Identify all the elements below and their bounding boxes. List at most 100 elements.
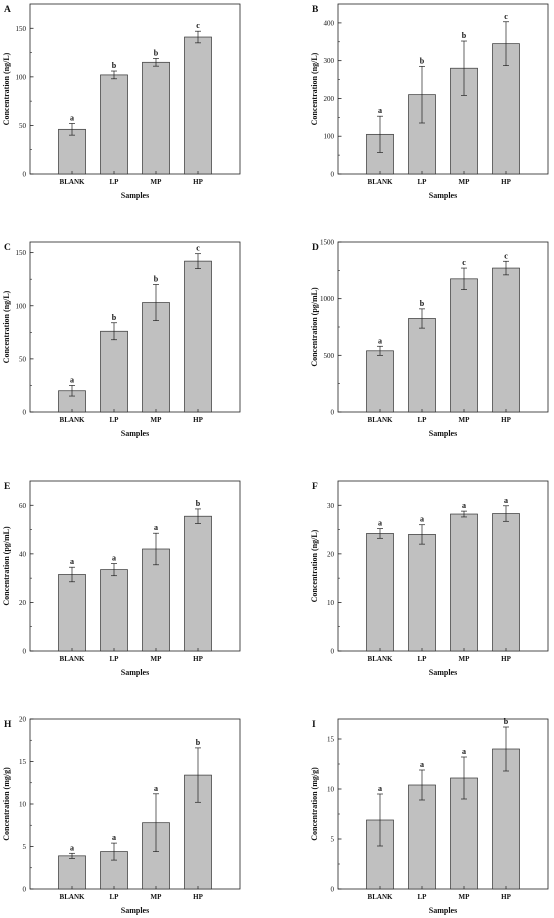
x-tick-label: LP [418, 416, 428, 424]
significance-label: b [504, 717, 509, 726]
bar [100, 330, 128, 413]
x-tick-label: HP [501, 893, 511, 901]
x-tick-label: HP [193, 893, 203, 901]
panel-label: H [4, 720, 12, 730]
y-tick-label: 15 [19, 758, 27, 766]
x-tick-label: MP [459, 416, 471, 424]
significance-label: a [420, 760, 424, 769]
y-tick-label: 1000 [320, 295, 335, 303]
y-tick-label: 0 [23, 886, 27, 894]
bar [492, 513, 520, 652]
chart-panel-h: H 0 5 10 15 20 Concentration (mg/g) a BLANK a LP a M… [2, 716, 241, 915]
y-axis-label: Concentration (mg/g) [310, 767, 319, 841]
y-axis-label: Concentration (pg/mL) [2, 526, 11, 606]
bar [184, 260, 212, 413]
significance-label: c [196, 244, 200, 253]
y-axis-label: Concentration (ng/L) [2, 290, 11, 363]
y-tick-label: 0 [331, 171, 335, 179]
significance-label: a [504, 496, 508, 505]
significance-label: a [70, 375, 74, 384]
significance-label: b [196, 499, 201, 508]
plot-frame [29, 480, 241, 652]
significance-label: a [112, 833, 116, 842]
x-tick-label: HP [193, 416, 203, 424]
chart-panel-b: B 0 100 200 300 400 Concentration (ng/L) a BLANK… [310, 3, 549, 200]
y-tick-label: 5 [23, 843, 27, 851]
plot-frame [337, 480, 549, 652]
x-tick-label: MP [459, 178, 471, 186]
chart-panel-f: F 0 10 20 30 Concentration (ng/L) a BLANK a LP a MP… [310, 480, 549, 677]
panel-label: I [312, 720, 316, 730]
significance-label: a [378, 519, 382, 528]
x-tick-label: HP [501, 416, 511, 424]
significance-label: c [462, 258, 466, 267]
y-tick-label: 100 [16, 73, 27, 81]
bar [58, 128, 86, 175]
y-tick-label: 0 [23, 648, 27, 656]
x-tick-label: HP [501, 655, 511, 663]
significance-label: a [112, 554, 116, 563]
y-tick-label: 0 [23, 171, 27, 179]
x-axis-label: Samples [121, 906, 149, 915]
bar [408, 784, 436, 890]
y-tick-label: 500 [324, 352, 335, 360]
panel-label: B [312, 5, 319, 15]
chart-panel-c: C 0 50 100 150 Concentration (ng/L) a BLANK b LP b… [2, 241, 241, 438]
significance-label: b [420, 299, 425, 308]
significance-label: a [462, 747, 466, 756]
chart-panel-d: D 0 500 1000 1500 Concentration (pg/mL) a BLANK… [310, 239, 549, 438]
x-tick-label: MP [151, 655, 163, 663]
significance-label: a [378, 784, 382, 793]
significance-label: a [462, 501, 466, 510]
bar [58, 574, 86, 652]
y-axis-label: Concentration (ng/L) [2, 52, 11, 125]
y-axis-label: Concentration (mg/g) [2, 767, 11, 841]
x-tick-label: LP [418, 893, 428, 901]
bar [492, 748, 520, 890]
x-tick-label: BLANK [368, 416, 393, 424]
bar [408, 534, 436, 652]
x-tick-label: LP [110, 655, 120, 663]
plot-frame [337, 3, 549, 175]
y-tick-label: 15 [327, 736, 335, 744]
bar [366, 350, 394, 413]
x-axis-label: Samples [429, 906, 457, 915]
y-tick-label: 20 [327, 550, 335, 558]
significance-label: a [378, 106, 382, 115]
x-tick-label: HP [193, 178, 203, 186]
y-axis-label: Concentration (ng/L) [310, 529, 319, 602]
y-axis-label: Concentration (pg/mL) [310, 287, 319, 367]
x-axis-label: Samples [121, 429, 149, 438]
significance-label: b [420, 56, 425, 65]
significance-label: a [378, 336, 382, 345]
bar [142, 61, 170, 175]
y-tick-label: 200 [324, 95, 335, 103]
y-tick-label: 150 [16, 25, 27, 33]
y-tick-label: 100 [324, 133, 335, 141]
chart-panel-i: I 0 5 10 15 Concentration (mg/g) a BLANK a LP a MP b… [310, 717, 549, 915]
x-tick-label: BLANK [60, 893, 85, 901]
bar [408, 318, 436, 413]
x-tick-label: BLANK [60, 655, 85, 663]
panel-label: E [4, 482, 10, 492]
plot-frame [337, 718, 549, 890]
significance-label: b [112, 313, 117, 322]
panel-label: C [4, 243, 11, 253]
significance-label: c [196, 21, 200, 30]
significance-label: c [504, 12, 508, 21]
y-tick-label: 300 [324, 57, 335, 65]
y-tick-label: 150 [16, 249, 27, 257]
significance-label: a [154, 523, 158, 532]
y-tick-label: 100 [16, 302, 27, 310]
significance-label: a [70, 557, 74, 566]
significance-label: b [154, 275, 159, 284]
y-tick-label: 60 [19, 502, 27, 510]
panel-label: A [4, 5, 11, 15]
y-tick-label: 0 [331, 886, 335, 894]
bar [184, 36, 212, 175]
chart-panel-a: A 0 50 100 150 Concentration (ng/L) a BLANK b LP b… [2, 3, 241, 200]
x-tick-label: MP [459, 655, 471, 663]
y-tick-label: 10 [19, 801, 27, 809]
y-tick-label: 400 [324, 19, 335, 27]
